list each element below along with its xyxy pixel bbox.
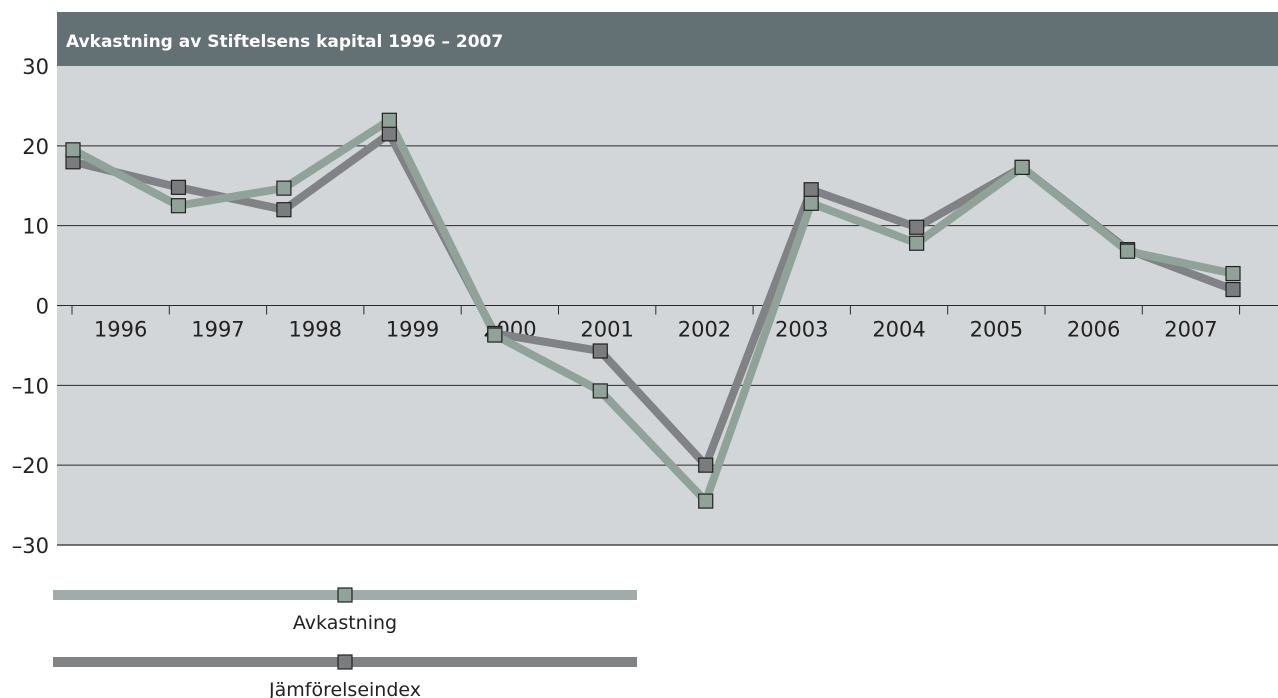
x-tick-label: 1998 xyxy=(289,318,342,342)
y-tick-label: 10 xyxy=(22,215,49,239)
chart-header xyxy=(57,12,1278,66)
chart-title: Avkastning av Stiftelsens kapital 1996 –… xyxy=(66,32,503,52)
y-tick-label: –20 xyxy=(12,454,49,478)
legend: Avkastning Jämförelseindex xyxy=(53,587,637,698)
data-point-marker xyxy=(276,202,292,218)
data-point-marker xyxy=(65,142,81,158)
x-tick-label: 1996 xyxy=(94,318,147,342)
y-tick-label: –10 xyxy=(12,374,49,398)
legend-label: Avkastning xyxy=(293,612,397,634)
x-tick-label: 2002 xyxy=(678,318,731,342)
series-line-1 xyxy=(69,116,1237,506)
legend-marker xyxy=(337,654,353,670)
data-point-marker xyxy=(1014,159,1030,175)
data-point-marker xyxy=(381,126,397,142)
data-point-marker xyxy=(170,198,187,214)
data-point-marker xyxy=(1225,281,1241,298)
data-point-marker xyxy=(909,235,925,251)
y-tick-label: 0 xyxy=(36,295,49,319)
data-point-marker xyxy=(592,343,608,359)
x-tick-label: 2001 xyxy=(580,318,633,342)
legend-marker xyxy=(337,587,353,603)
data-point-marker xyxy=(803,195,819,211)
x-tick-label: 2004 xyxy=(872,318,925,342)
y-tick-label: 30 xyxy=(22,55,49,79)
x-tick-label: 1999 xyxy=(386,318,439,342)
data-point-marker xyxy=(276,180,292,196)
data-point-marker xyxy=(698,457,714,473)
y-axis-tick-labels: 30 20 10 0 –10 –20 –30 xyxy=(12,55,49,558)
x-tick-label: 2006 xyxy=(1067,318,1120,342)
data-point-marker xyxy=(698,493,714,509)
data-point-marker xyxy=(1119,243,1136,259)
x-tick-label: 2003 xyxy=(775,318,828,342)
x-tick-label: 1997 xyxy=(191,318,244,342)
data-point-marker xyxy=(170,179,187,195)
data-point-marker xyxy=(803,182,819,198)
data-point-marker xyxy=(909,219,925,235)
y-tick-label: 20 xyxy=(22,135,49,159)
gridlines xyxy=(57,145,1278,546)
x-tick-label: 2007 xyxy=(1164,318,1217,342)
legend-label: Jämförelseindex xyxy=(268,679,421,698)
data-point-marker xyxy=(1225,265,1241,282)
data-point-marker xyxy=(592,383,608,399)
data-point-marker xyxy=(381,112,397,128)
y-tick-label: –30 xyxy=(12,534,49,558)
data-point-marker xyxy=(487,327,503,343)
series-group xyxy=(65,112,1241,509)
x-tick-label: 2005 xyxy=(970,318,1023,342)
